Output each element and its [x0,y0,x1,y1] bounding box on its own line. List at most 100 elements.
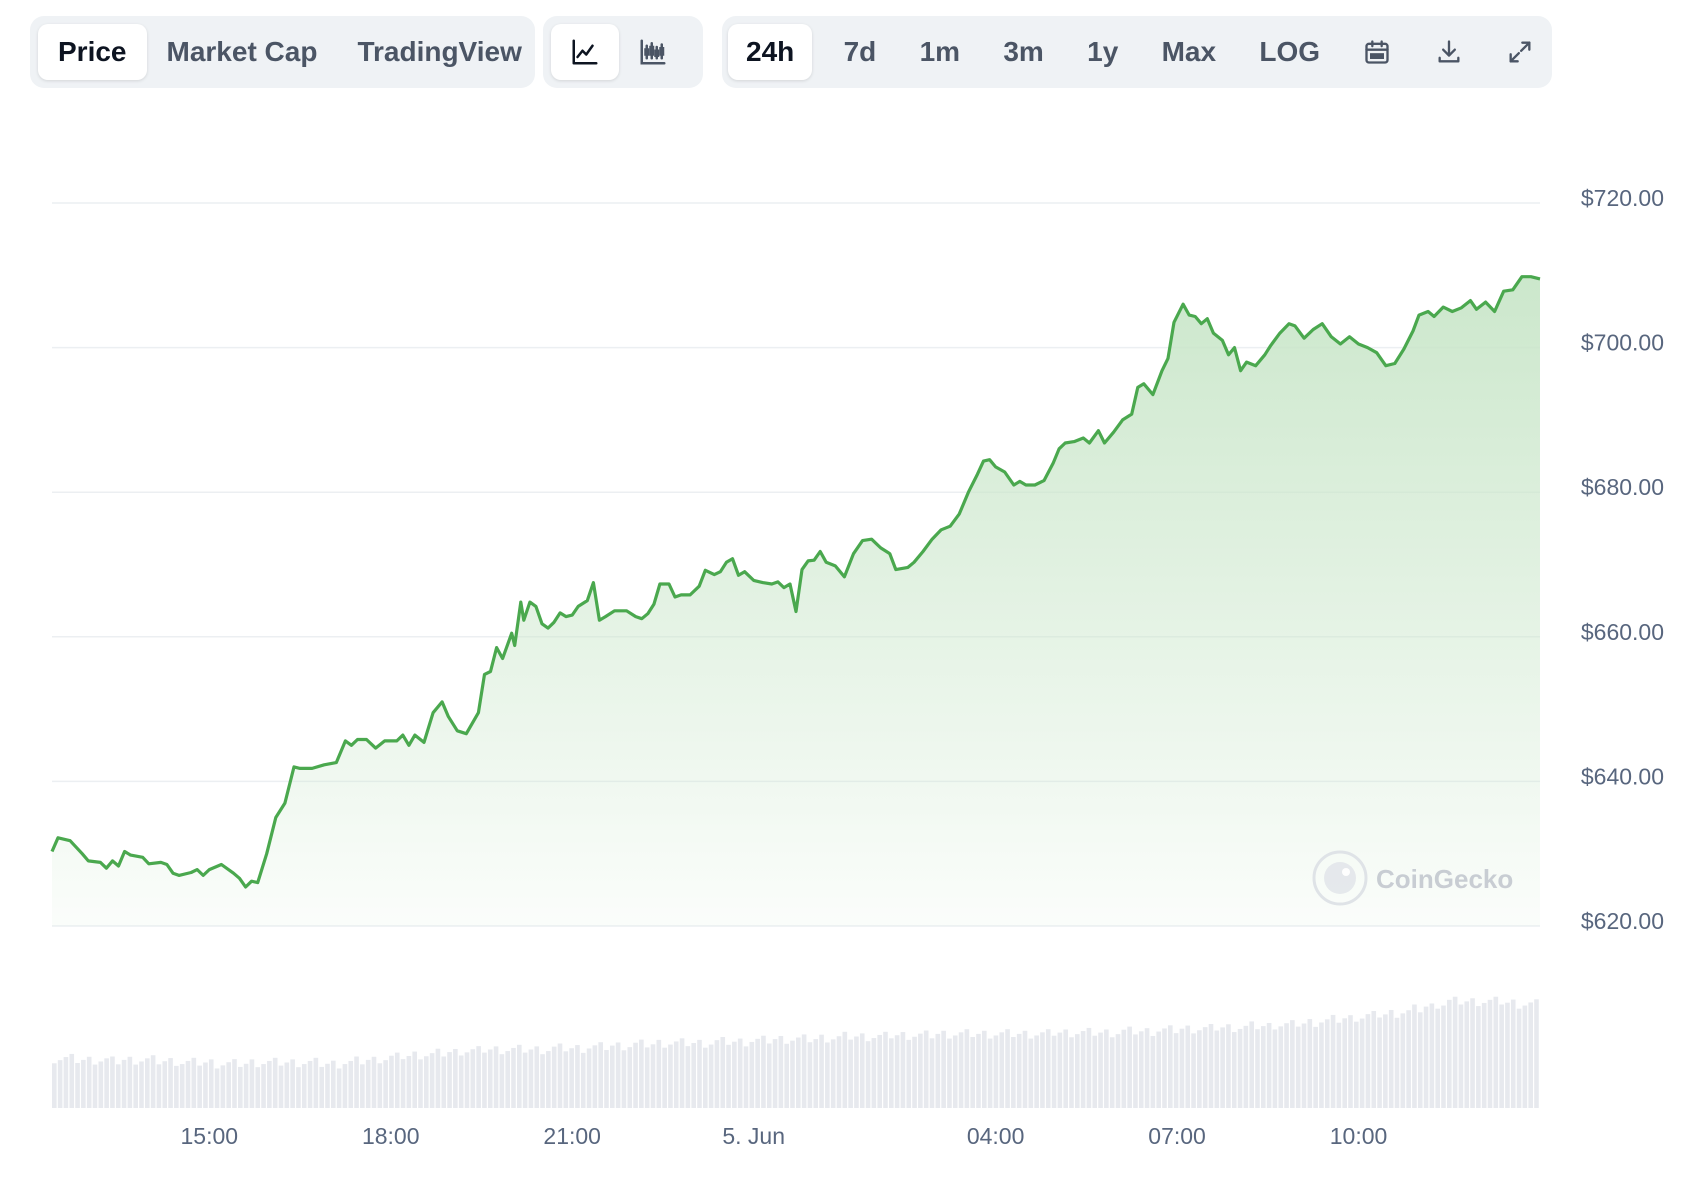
volume-bar [1441,1005,1446,1108]
volume-bar [249,1059,255,1108]
volume-bar [912,1036,917,1108]
candlestick-chart-button[interactable] [619,24,687,80]
volume-bar [557,1043,563,1108]
range-3m[interactable]: 3m [1003,36,1044,67]
volume-bar [226,1062,231,1108]
volume-bar [296,1067,301,1108]
volume-bar [1417,1012,1423,1108]
volume-bar [685,1046,691,1108]
volume-bar [63,1057,69,1108]
volume-bar [185,1060,191,1108]
range-7d[interactable]: 7d [843,36,877,67]
x-tick-label: 18:00 [362,1123,420,1149]
volume-bar [1371,1011,1377,1108]
volume-bar [429,1053,435,1108]
volume-bar [1394,1017,1400,1108]
volume-bar [1197,1030,1202,1108]
volume-bar [999,1032,1005,1108]
volume-bar [81,1059,86,1108]
volume-bar [825,1042,830,1108]
tab-market-cap[interactable]: Market Cap [166,36,318,67]
volume-bar [255,1067,261,1108]
time-range-group: 24h 7d 1m 3m 1y Max LOG [722,16,1552,88]
volume-bar [987,1038,993,1108]
volume-bar [830,1039,836,1108]
volume-bar [1191,1033,1196,1108]
volume-bar [389,1055,394,1108]
volume-bar [174,1065,179,1108]
volume-bar [348,1060,354,1108]
download-icon [1438,40,1460,63]
x-tick-label: 10:00 [1330,1123,1388,1149]
volume-bar [1301,1023,1307,1108]
volume-bar [941,1030,946,1108]
volume-bar [1290,1020,1295,1108]
volume-bar [1447,999,1452,1108]
price-area [52,276,1540,926]
x-tick-label: 21:00 [543,1123,601,1149]
volume-bar [639,1039,644,1108]
range-1y[interactable]: 1y [1087,36,1119,67]
volume-bar [1179,1028,1185,1108]
volume-bar [1121,1029,1127,1108]
volume-bar [1220,1027,1225,1108]
volume-bar [1324,1019,1330,1108]
volume-bar [720,1037,726,1108]
volume-bar [615,1042,621,1108]
volume-bar [115,1064,121,1108]
range-24h[interactable]: 24h [728,24,813,80]
volume-bar [1522,1005,1528,1108]
volume-bar [511,1047,516,1108]
volume-bar [964,1029,970,1108]
fullscreen-button[interactable] [1494,24,1546,80]
volume-bar [203,1062,208,1108]
volume-bar [1237,1028,1243,1108]
volume-bar [755,1038,760,1108]
range-max[interactable]: Max [1161,36,1217,67]
download-button[interactable] [1423,24,1475,80]
volume-bar [1365,1014,1371,1108]
volume-bar [1481,1002,1487,1108]
volume-bar [238,1066,243,1108]
volume-bar [1034,1035,1039,1108]
volume-bar [592,1045,598,1108]
volume-bar [854,1036,859,1108]
calendar-icon [1365,40,1390,64]
volume-bar [104,1058,109,1108]
volume-bar [1080,1031,1086,1108]
volume-bar [1423,1006,1429,1108]
log-scale-toggle[interactable]: LOG [1259,36,1321,67]
volume-bar [400,1059,406,1108]
chart-type-group [543,16,703,88]
volume-bar [272,1057,278,1108]
volume-bar [179,1064,185,1108]
volume-bar [1045,1029,1051,1108]
volume-bar [650,1044,656,1108]
volume-bar [546,1051,551,1108]
volume-bar [1464,1001,1470,1108]
y-tick-label: $620.00 [1581,908,1664,934]
volume-bar [331,1060,336,1108]
volume-bar [1127,1026,1132,1108]
volume-bar [813,1039,819,1108]
volume-bar [1051,1035,1057,1108]
volume-bar [424,1056,429,1108]
volume-bar [406,1056,412,1108]
x-tick-label: 07:00 [1148,1123,1206,1149]
tab-tradingview[interactable]: TradingView [357,36,522,67]
volume-bar [1487,999,1493,1108]
volume-bar [522,1052,528,1108]
line-chart-button[interactable] [551,24,619,80]
volume-bar [889,1038,894,1108]
volume-bar [743,1046,749,1108]
volume-bar [575,1045,580,1108]
price-chart[interactable]: CoinGecko $620.00 $640.00 $660.00 $680.00 $7… [0,100,1694,1182]
volume-bar [517,1044,522,1108]
range-1m[interactable]: 1m [919,36,961,67]
volume-bar [394,1052,400,1108]
x-axis-labels: 15:00 18:00 21:00 5. Jun 04:00 07:00 10:00 [180,1123,1387,1149]
volume-bar [1185,1025,1191,1108]
calendar-button[interactable] [1351,24,1403,80]
volume-bar [1400,1013,1406,1108]
tab-price[interactable]: Price [38,24,147,80]
